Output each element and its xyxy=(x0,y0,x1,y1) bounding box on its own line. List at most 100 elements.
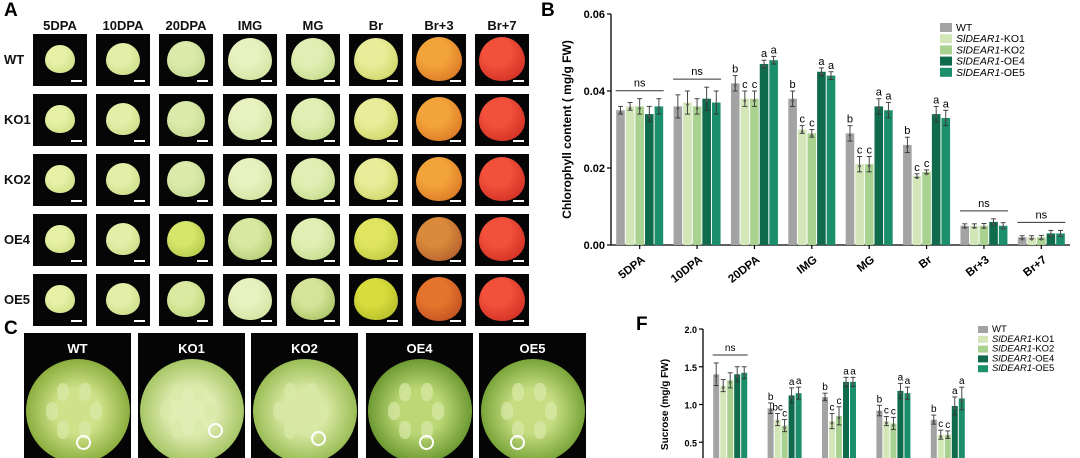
scale-bar xyxy=(134,260,145,262)
row-label: OE4 xyxy=(4,232,31,247)
significance-letter: c xyxy=(742,79,748,91)
data-point xyxy=(820,72,823,76)
column-header: 20DPA xyxy=(165,18,207,33)
scale-bar xyxy=(134,140,145,142)
legend-entry: SlDEAR1-OE5 xyxy=(956,67,1025,79)
bar xyxy=(817,71,826,245)
locule xyxy=(160,402,172,420)
y-tick-label: 1.5 xyxy=(684,363,697,373)
data-point xyxy=(982,226,986,230)
column-header: Br xyxy=(368,18,384,33)
fruit-photo xyxy=(412,214,466,266)
scale-bar xyxy=(450,260,461,262)
legend-swatch xyxy=(940,67,952,77)
data-point xyxy=(992,222,995,226)
data-point xyxy=(932,420,936,423)
significance-letter: a xyxy=(898,372,904,383)
data-point xyxy=(939,435,943,438)
significance-letter: a xyxy=(828,60,835,72)
ns-label: ns xyxy=(1036,209,1048,221)
data-point xyxy=(973,226,976,230)
x-tick-label: MG xyxy=(855,254,877,275)
scale-bar xyxy=(261,80,272,82)
chlorophyll-bar-chart: 0.00 0.02 0.04 0.06 Chlorophyll content ( mg… xyxy=(560,9,1070,286)
tomato-fruit xyxy=(291,217,335,260)
bar xyxy=(944,434,951,458)
significance-letter: a xyxy=(933,94,940,106)
tomato-fruit xyxy=(106,102,140,135)
legend-entry: SlDEAR1-OE5 xyxy=(992,363,1054,374)
x-tick-label: 5DPA xyxy=(617,254,648,282)
locule xyxy=(284,382,296,401)
bar xyxy=(781,425,788,458)
bar xyxy=(635,106,644,246)
significance-letter: a xyxy=(943,98,950,110)
bar xyxy=(734,374,741,458)
bar xyxy=(876,410,883,458)
legend-swatch xyxy=(978,345,988,353)
tomato-fruit xyxy=(228,277,272,320)
ns-label: ns xyxy=(725,343,736,354)
data-point xyxy=(1020,238,1024,241)
legend-entry: WT xyxy=(956,22,973,34)
fruit-photo xyxy=(223,274,277,326)
data-point xyxy=(728,381,732,384)
data-point xyxy=(776,420,779,423)
locule xyxy=(421,382,433,401)
significance-letter: b xyxy=(822,382,828,393)
fruit-photo xyxy=(349,34,403,86)
legend-swatch xyxy=(978,335,988,343)
data-point xyxy=(878,411,881,414)
significance-letter: a xyxy=(850,366,856,377)
tomato-fruit xyxy=(416,156,462,201)
bar xyxy=(883,421,890,458)
data-point xyxy=(877,107,881,110)
legend-swatch xyxy=(940,23,952,32)
locule xyxy=(512,382,524,401)
tomato-fruit xyxy=(228,37,272,80)
fruit-photo xyxy=(475,274,529,326)
data-point xyxy=(944,118,948,122)
tomato-fruit xyxy=(228,157,272,200)
data-point xyxy=(769,408,772,412)
locule xyxy=(79,382,91,401)
significance-letter: c xyxy=(809,118,815,130)
significance-letter: b xyxy=(904,125,910,137)
locule xyxy=(545,402,557,420)
cross-section-photo: KO1 xyxy=(138,333,245,458)
bar xyxy=(904,393,911,458)
data-point xyxy=(925,172,928,176)
fruit-photo xyxy=(159,274,213,326)
data-point xyxy=(800,130,804,133)
scale-bar xyxy=(71,200,82,202)
locule xyxy=(57,382,69,401)
tomato-fruit xyxy=(167,160,205,197)
ns-label: ns xyxy=(978,198,990,210)
bar xyxy=(644,114,654,245)
fruit-photo xyxy=(286,214,340,266)
bar xyxy=(750,98,759,245)
panel-letter-f: F xyxy=(636,314,648,335)
fruit-photo xyxy=(96,94,150,146)
data-point xyxy=(714,375,718,378)
tomato-fruit xyxy=(354,157,398,200)
fruit-photo xyxy=(412,154,466,206)
marker-circle xyxy=(76,435,91,450)
cross-section-label: WT xyxy=(67,341,88,356)
bar xyxy=(822,396,828,458)
data-point xyxy=(647,114,651,118)
data-point xyxy=(915,176,919,179)
scale-bar xyxy=(324,140,335,142)
significance-letter: b xyxy=(931,404,937,415)
fruit-photo xyxy=(223,154,277,206)
tomato-fruit xyxy=(416,36,462,81)
bar xyxy=(767,408,774,458)
bar xyxy=(788,98,797,245)
data-point xyxy=(906,393,909,397)
locule xyxy=(193,382,205,401)
bar xyxy=(1027,237,1037,245)
x-tick-label: 20DPA xyxy=(726,254,762,286)
bar xyxy=(903,144,912,245)
significance-letter: a xyxy=(761,48,768,60)
legend-entry: SlDEAR1-KO2 xyxy=(956,44,1025,56)
